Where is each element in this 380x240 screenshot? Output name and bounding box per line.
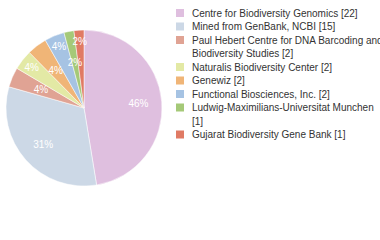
legend-label: Naturalis Biodiversity Center [2]: [192, 62, 332, 73]
legend-label: Genewiz [2]: [192, 75, 245, 86]
legend-swatch: [176, 63, 184, 71]
data-label: 4%: [52, 41, 67, 52]
legend-label: Ludwig-Maximilians-Universitat Munchen[1…: [192, 102, 374, 127]
legend-swatch: [176, 36, 184, 44]
legend-swatch: [176, 23, 184, 31]
legend-label: Centre for Biodiversity Genomics [22]: [192, 8, 358, 19]
data-label: 2%: [72, 36, 87, 47]
data-label: 46%: [128, 98, 148, 109]
legend-swatch: [176, 9, 184, 17]
legend-label: Functional Biosciences, Inc. [2]: [192, 89, 330, 100]
data-label: 31%: [33, 139, 53, 150]
legend-label: Paul Hebert Centre for DNA Barcoding and…: [192, 35, 380, 60]
pie: [6, 30, 162, 186]
legend-label: Gujarat Biodiversity Gene Bank [1]: [192, 129, 346, 140]
legend: Centre for Biodiversity Genomics [22] Min…: [176, 8, 380, 141]
legend-swatch: [176, 90, 184, 98]
data-label: 4%: [34, 84, 49, 95]
chart: 46%31%4%4%4%4%2%2%Centre for Biodiversit…: [0, 0, 380, 240]
legend-label: Mined from GenBank, NCBI [15]: [192, 21, 336, 32]
pie-slice: [84, 30, 162, 185]
legend-swatch: [176, 104, 184, 112]
data-label: 4%: [25, 62, 40, 73]
data-label: 4%: [49, 65, 64, 76]
data-label: 2%: [68, 57, 83, 68]
data-labels: 46%31%4%4%4%4%2%2%: [25, 36, 149, 150]
legend-swatch: [176, 131, 184, 139]
legend-swatch: [176, 77, 184, 85]
